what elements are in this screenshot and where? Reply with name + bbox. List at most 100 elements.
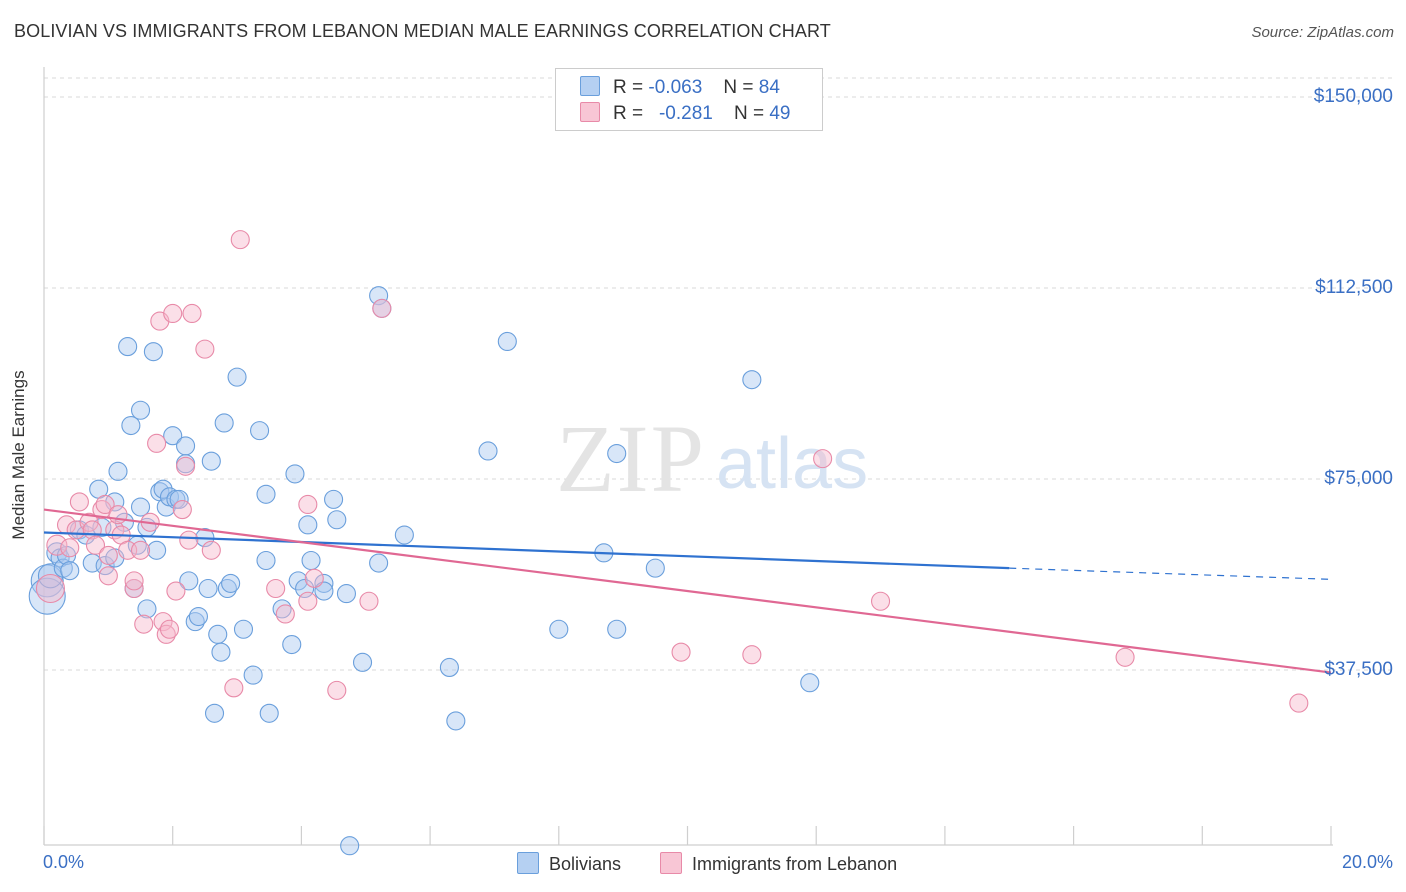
axes [43,67,1333,846]
bolivians-point [369,286,389,306]
lebanon-point [275,604,295,624]
lebanon-point [266,578,286,599]
bolivians-point [301,550,321,571]
bottom-legend-swatch-pink [660,852,682,874]
bolivians-trend-line [43,531,1010,570]
legend-r-value-2: -0.281 [658,103,713,124]
y-tick-label-75000: $75,000 [1324,468,1393,489]
bolivians-point [549,619,569,639]
bolivians-point [108,461,128,481]
lebanon-point [98,566,118,586]
watermark-atlas: atlas [716,424,868,504]
lebanon-point [298,494,318,515]
bolivians-point [169,489,189,509]
lebanon-point [372,298,392,318]
y-tick-label-150000: $150,000 [1313,86,1393,107]
watermark: ZIP atlas [556,405,868,512]
trend-lines [43,508,1332,674]
stats-legend: R = -0.063 N = 84 R = -0.281 N = 49 [555,68,823,131]
bolivians-point [324,489,344,509]
bolivians-point [208,624,228,644]
source-label: Source: ZipAtlas.com [1251,24,1394,41]
bolivians-point [446,711,466,731]
lebanon-point [172,500,192,520]
bolivians-point [607,619,627,639]
bolivians-point [221,573,241,593]
bolivians-point [314,581,334,601]
lebanon-point [176,456,196,476]
bolivians-point [214,413,234,433]
watermark-zip: ZIP [556,405,706,512]
bolivians-point [288,571,308,591]
bolivians-point [114,512,134,532]
bolivians-point [118,337,138,357]
lebanon-point [46,534,68,556]
bolivians-point [130,400,151,420]
bolivians-point [60,561,80,581]
bolivians-point [147,540,167,560]
bolivians-point [204,703,225,723]
bottom-legend-lebanon: Immigrants from Lebanon [660,852,897,875]
series-bolivians-points [28,286,820,856]
bolivians-point [285,464,305,484]
bolivians-point [645,558,665,578]
lebanon-point [327,680,347,700]
lebanon-point [298,591,318,611]
bolivians-point [95,556,115,576]
bolivians-point [198,578,218,599]
lebanon-point [304,568,324,588]
bolivians-point [217,578,237,599]
bolivians-point [28,577,66,615]
bolivians-point [250,421,270,441]
bolivians-point [352,652,373,672]
bottom-legend-swatch-blue [517,852,539,874]
bolivians-point [607,443,627,464]
bolivians-point [327,510,347,530]
bolivians-point [336,584,356,604]
lebanon-point [85,535,106,555]
bolivians-point [295,578,315,599]
bolivians-point [314,573,334,593]
lebanon-point [130,540,151,560]
bolivians-point [298,515,318,535]
lebanon-point [671,642,691,662]
bolivians-point [121,415,141,436]
y-tick-label-37500: $37,500 [1324,659,1393,680]
x-tick-label-max: 20.0% [1341,852,1393,872]
bolivians-point [259,703,279,723]
lebanon-point [1115,647,1135,667]
bolivians-point [137,599,157,619]
legend-n-value-1: 84 [758,77,780,98]
bolivians-point [256,550,276,571]
lebanon-trend-line [43,508,1332,674]
bolivians-point [163,426,183,446]
lebanon-point [156,624,176,644]
lebanon-point [124,571,144,591]
lebanon-point [153,612,173,632]
lebanon-point [179,530,199,550]
legend-swatch-blue [580,76,600,96]
lebanon-point [166,581,186,601]
grid-lines [44,77,1394,671]
y-tick-label-112500: $112,500 [1315,277,1393,298]
lebanon-point [134,614,154,634]
lebanon-point [201,540,221,560]
bolivians-trend-extension [1009,567,1332,580]
lebanon-point [95,494,115,515]
lebanon-point [147,433,167,453]
bolivians-point [130,497,151,517]
lebanon-point [159,619,180,639]
bolivians-point [143,342,163,362]
lebanon-point [813,449,833,469]
bottom-legend-bolivians: Bolivians [517,852,621,875]
lebanon-point [79,512,99,532]
lebanon-point [1289,693,1309,713]
bolivians-point [256,484,276,504]
bolivians-point [800,673,820,693]
bolivians-point [742,370,762,390]
lebanon-point [163,303,183,324]
lebanon-point [124,578,144,599]
bolivians-point [394,525,414,545]
x-tick-label-min: 0.0% [43,852,85,872]
